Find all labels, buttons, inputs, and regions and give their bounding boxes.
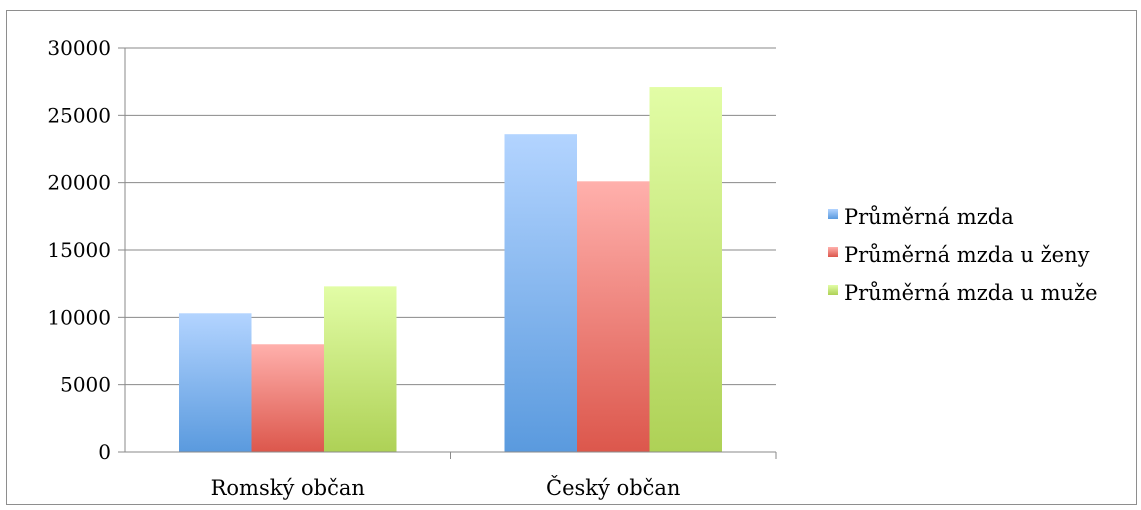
x-category-label: Romský občan xyxy=(211,476,365,500)
bar xyxy=(324,286,397,452)
y-tick-label: 20000 xyxy=(47,171,111,195)
bar xyxy=(577,181,650,452)
y-tick-label: 25000 xyxy=(47,103,111,127)
bars xyxy=(179,87,722,453)
y-tick-label: 15000 xyxy=(47,238,111,262)
axes xyxy=(124,48,777,459)
bar xyxy=(251,344,324,452)
y-tick-label: 0 xyxy=(98,440,111,464)
legend-swatch xyxy=(828,247,838,257)
legend-label: Průměrná mzda u ženy xyxy=(844,243,1090,267)
bar xyxy=(649,87,722,452)
legend: Průměrná mzda Průměrná mzda u ženy Průměrn… xyxy=(828,205,1098,305)
legend-swatch xyxy=(828,209,838,219)
y-tick-label: 10000 xyxy=(47,305,111,329)
legend-label: Průměrná mzda u muže xyxy=(844,281,1098,305)
bar xyxy=(504,134,577,453)
bar xyxy=(179,313,252,452)
x-category-labels: Romský občan Český občan xyxy=(211,475,681,500)
legend-label: Průměrná mzda xyxy=(844,205,1014,229)
y-tick-label: 30000 xyxy=(47,36,111,60)
y-tick-labels: 0 5000 10000 15000 20000 25000 30000 xyxy=(47,36,111,464)
y-tick-label: 5000 xyxy=(60,373,111,397)
x-category-label: Český občan xyxy=(546,475,680,500)
legend-swatch xyxy=(828,285,838,295)
